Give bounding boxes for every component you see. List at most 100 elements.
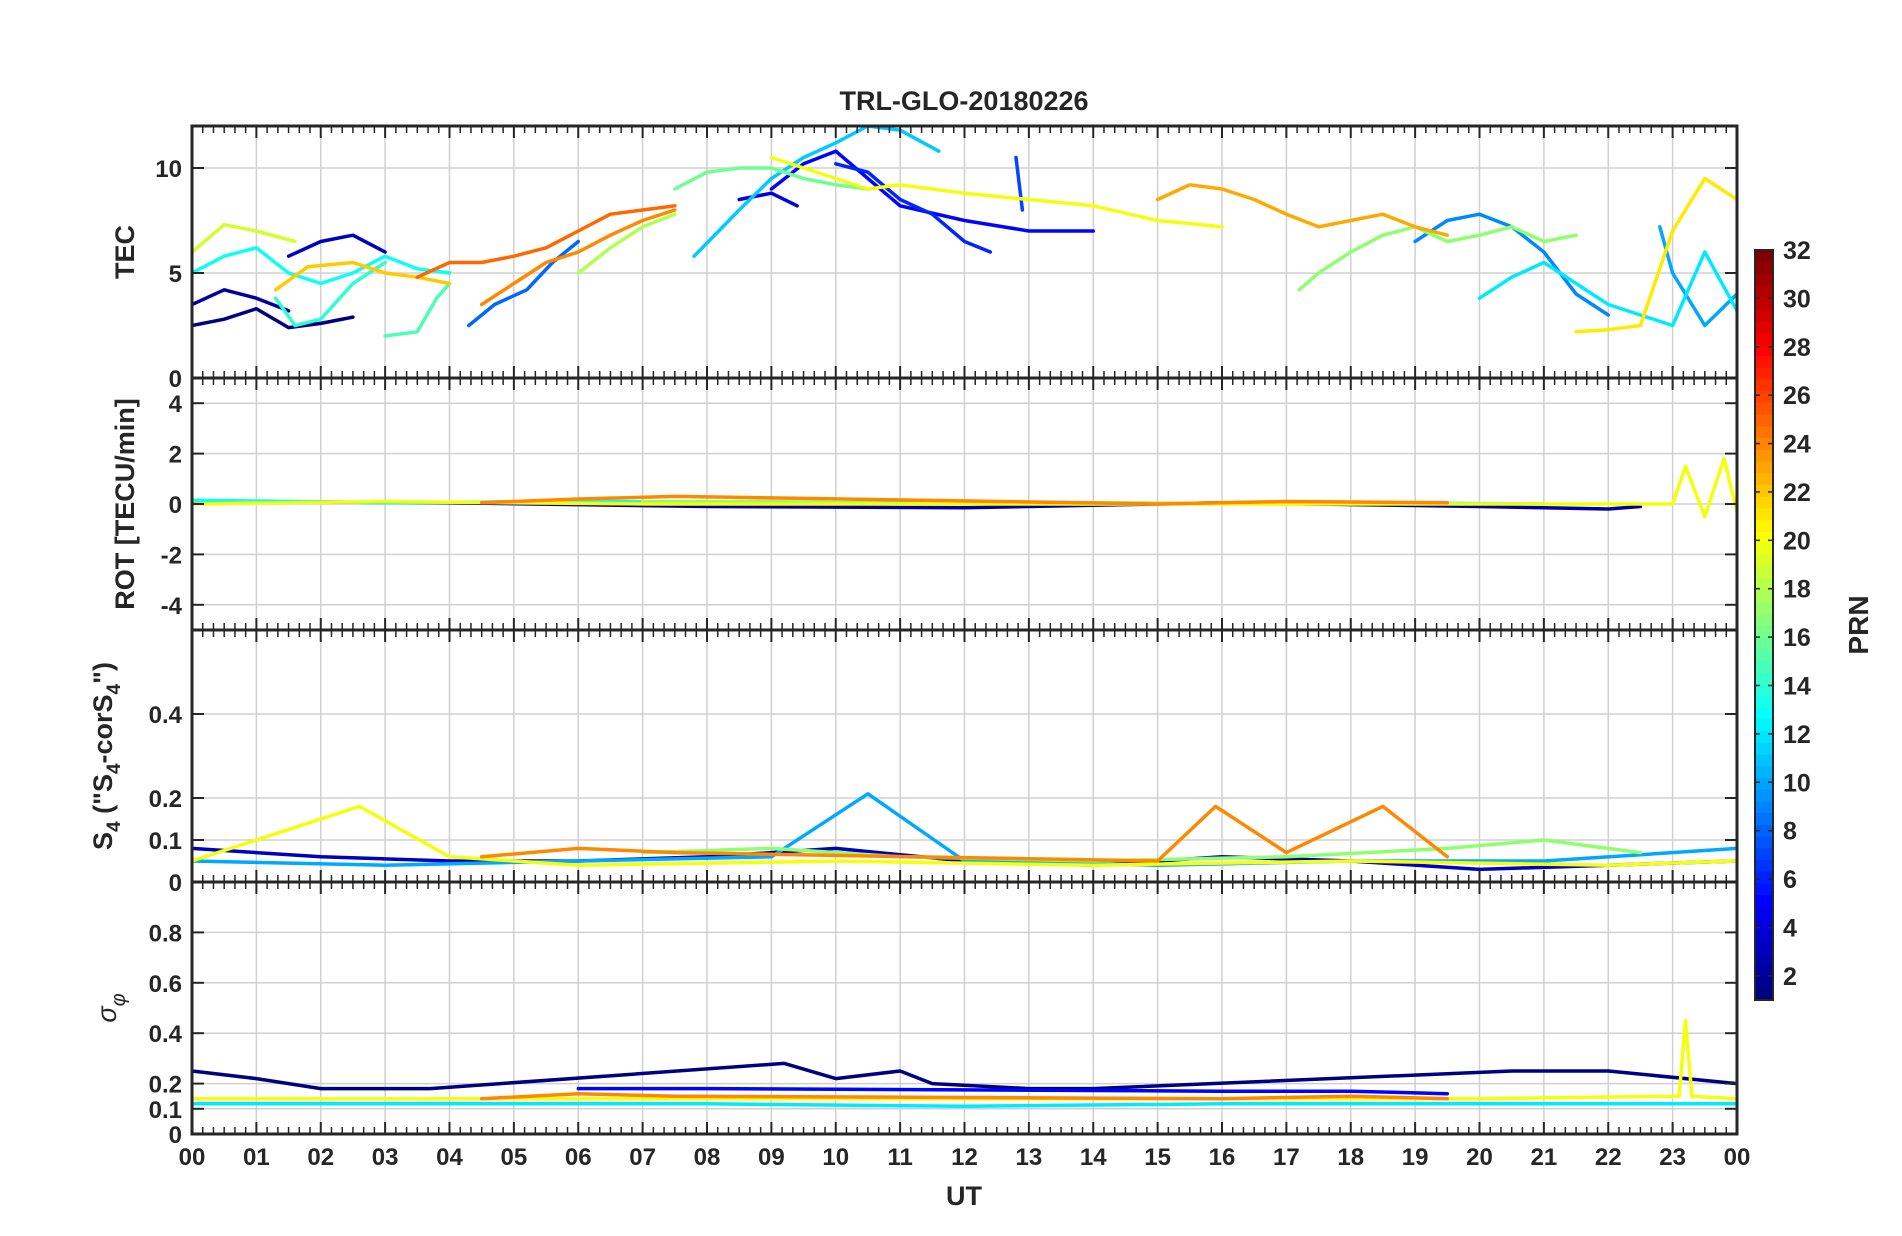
s4-series-prn-17	[640, 838, 1643, 863]
tec-series	[192, 126, 1737, 338]
colorbar-segment	[1755, 343, 1773, 357]
colorbar-tick-label: 12	[1783, 721, 1811, 749]
colorbar-segment	[1755, 332, 1773, 345]
colorbar-segment	[1755, 285, 1773, 298]
tec-series-prn-20	[769, 155, 1224, 229]
tec-series-prn-13	[192, 246, 452, 286]
x-tick-label: 08	[694, 1144, 721, 1171]
colorbar-segment	[1755, 367, 1773, 380]
rot-ytick-label: 2	[169, 442, 182, 469]
colorbar-tick-label: 2	[1783, 963, 1797, 991]
tec-series-prn-6	[834, 162, 993, 254]
s4-ylabel: S4 ("S4-corS4")	[88, 662, 125, 850]
x-tick-label: 04	[436, 1144, 463, 1171]
sigma-series	[192, 1018, 1737, 1109]
tec-series-prn-5	[769, 149, 1096, 233]
colorbar-tick-label: 6	[1783, 866, 1797, 894]
colorbar-segment	[1755, 742, 1773, 755]
colorbar-segment	[1755, 777, 1773, 790]
rot-ytick-label: -2	[161, 542, 182, 569]
tec-series-prn-1	[192, 306, 355, 330]
colorbar-segment	[1755, 390, 1773, 403]
colorbar-segment	[1755, 261, 1773, 275]
colorbar-segment	[1755, 835, 1773, 849]
tec-series-prn-15	[383, 281, 452, 338]
colorbar-segment	[1755, 671, 1773, 685]
tec-ticks: 0 5 10	[155, 126, 1738, 393]
x-tick-label: 00	[1724, 1144, 1751, 1171]
s4-ylabel-sub1: 4	[104, 821, 125, 832]
colorbar-tick-label: 22	[1783, 479, 1811, 507]
colorbar-tick-label: 20	[1783, 527, 1811, 555]
colorbar-segment	[1755, 964, 1773, 978]
colorbar-segment	[1755, 519, 1773, 532]
colorbar-segment	[1755, 812, 1773, 825]
rot-series-prn-24	[479, 494, 1450, 506]
sigma-ticks: 00.10.2 0.4 0.6 0.8	[149, 882, 1738, 1149]
x-tick-label: 23	[1659, 1144, 1686, 1171]
colorbar-segment	[1755, 402, 1773, 415]
s4-series-prn-20	[192, 804, 1737, 867]
s4-ytick-label: 0.2	[149, 786, 182, 813]
tec-grid	[192, 126, 1737, 379]
sigma-series-prn-12	[192, 1102, 1737, 1109]
colorbar-tick-label: 4	[1783, 914, 1797, 942]
colorbar-segment	[1755, 355, 1773, 368]
colorbar-segments	[1755, 250, 1773, 1001]
panel-tec: 0 5 10 TEC	[110, 124, 1739, 393]
tec-series-prn-2	[192, 288, 291, 313]
colorbar-segment	[1755, 414, 1773, 427]
colorbar-segment	[1755, 601, 1773, 614]
colorbar-tick-label: 8	[1783, 818, 1797, 846]
colorbar-segment	[1755, 578, 1773, 591]
s4-ylabel-close: ")	[88, 662, 118, 684]
colorbar-segment	[1755, 636, 1773, 650]
colorbar-tick-label: 30	[1783, 285, 1811, 313]
colorbar-segment	[1755, 929, 1773, 943]
colorbar-segment	[1755, 507, 1773, 521]
tec-series-prn-11	[692, 126, 941, 258]
x-tick-label: 21	[1531, 1144, 1558, 1171]
x-tick-label: 16	[1209, 1144, 1236, 1171]
s4-ytick-label: 0.4	[149, 702, 183, 729]
sigma-series-prn-5	[576, 1086, 1450, 1096]
tec-series-prn-16	[673, 166, 870, 191]
tec-series-prn-23	[1155, 183, 1450, 237]
tec-series-prn-22	[273, 260, 452, 292]
x-tick-label: 13	[1016, 1144, 1043, 1171]
tec-series-prn-14	[273, 260, 387, 328]
sigma-ylabel: σφ	[92, 993, 130, 1022]
x-tick-label: 05	[501, 1144, 528, 1171]
x-tick-label: 09	[758, 1144, 785, 1171]
x-tick-label: 03	[372, 1144, 399, 1171]
colorbar-segment	[1755, 988, 1773, 1001]
sigma-ytick-label: 0.6	[149, 971, 182, 998]
s4-series-prn-24	[479, 804, 1450, 863]
sigma-ytick-label: 0.1	[149, 1097, 182, 1124]
colorbar-segment	[1755, 320, 1773, 333]
x-tick-label: 22	[1595, 1144, 1622, 1171]
s4-ylabel-mid: -corS	[88, 694, 118, 763]
colorbar-segment	[1755, 718, 1773, 732]
colorbar-segment	[1755, 425, 1773, 439]
rot-ylabel: ROT [TECU/min]	[110, 398, 140, 609]
x-tick-label: 12	[951, 1144, 978, 1171]
tec-series-prn-3	[286, 233, 387, 258]
colorbar-segment	[1755, 683, 1773, 696]
sigma-ytick-label: 0	[169, 1122, 182, 1149]
colorbar-segment	[1755, 941, 1773, 954]
colorbar-segment	[1755, 554, 1773, 568]
x-tick-label: 18	[1337, 1144, 1364, 1171]
colorbar-segment	[1755, 308, 1773, 321]
rot-series	[192, 456, 1737, 519]
tec-series-prn-12	[1477, 250, 1737, 328]
x-tick-label: 10	[822, 1144, 849, 1171]
tec-ytick-label: 10	[155, 156, 182, 183]
x-tick-label: 07	[629, 1144, 656, 1171]
tec-series-prn-9	[1413, 212, 1611, 317]
colorbar-segment	[1755, 542, 1773, 556]
x-tick-label: 14	[1080, 1144, 1107, 1171]
